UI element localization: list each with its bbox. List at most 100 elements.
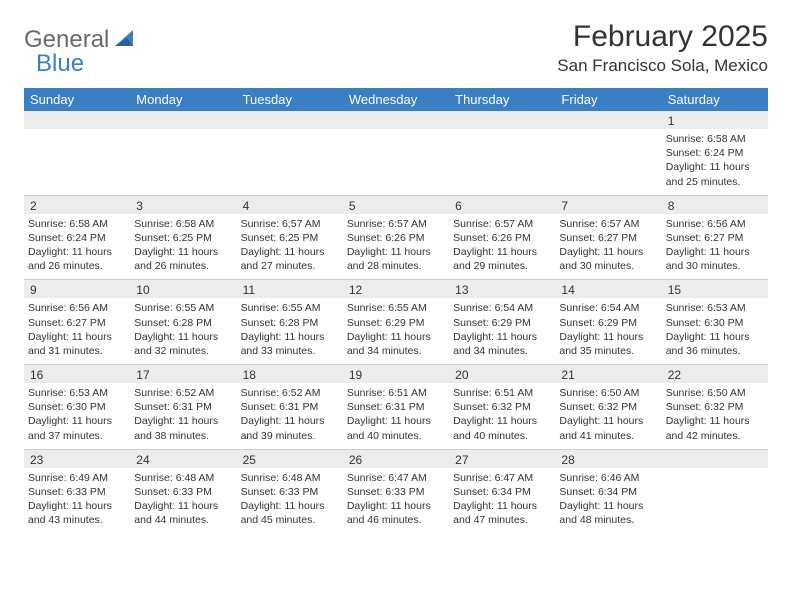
daylight-text: Daylight: 11 hours and 29 minutes.	[453, 245, 551, 273]
location-subtitle: San Francisco Sola, Mexico	[557, 56, 768, 76]
calendar-header-cell: Sunday	[24, 88, 130, 111]
sunrise-text: Sunrise: 6:56 AM	[28, 301, 126, 315]
sunset-text: Sunset: 6:28 PM	[134, 316, 232, 330]
calendar-day-cell: 27Sunrise: 6:47 AMSunset: 6:34 PMDayligh…	[449, 450, 555, 534]
calendar-week-row: 2Sunrise: 6:58 AMSunset: 6:24 PMDaylight…	[24, 196, 768, 281]
calendar-day-cell: 12Sunrise: 6:55 AMSunset: 6:29 PMDayligh…	[343, 280, 449, 364]
sunset-text: Sunset: 6:33 PM	[28, 485, 126, 499]
daylight-text: Daylight: 11 hours and 27 minutes.	[241, 245, 339, 273]
day-number	[449, 111, 555, 129]
calendar-day-cell: 25Sunrise: 6:48 AMSunset: 6:33 PMDayligh…	[237, 450, 343, 534]
day-number	[24, 111, 130, 129]
sunset-text: Sunset: 6:32 PM	[559, 400, 657, 414]
daylight-text: Daylight: 11 hours and 44 minutes.	[134, 499, 232, 527]
sunrise-text: Sunrise: 6:54 AM	[559, 301, 657, 315]
day-number: 20	[449, 365, 555, 383]
sunrise-text: Sunrise: 6:55 AM	[241, 301, 339, 315]
daylight-text: Daylight: 11 hours and 26 minutes.	[28, 245, 126, 273]
calendar-day-cell	[662, 450, 768, 534]
day-number: 3	[130, 196, 236, 214]
sunrise-text: Sunrise: 6:52 AM	[241, 386, 339, 400]
day-number	[130, 111, 236, 129]
sunset-text: Sunset: 6:33 PM	[241, 485, 339, 499]
day-number: 10	[130, 280, 236, 298]
calendar-header-cell: Tuesday	[237, 88, 343, 111]
daylight-text: Daylight: 11 hours and 26 minutes.	[134, 245, 232, 273]
day-number	[662, 450, 768, 468]
day-number: 17	[130, 365, 236, 383]
day-number: 12	[343, 280, 449, 298]
sunset-text: Sunset: 6:28 PM	[241, 316, 339, 330]
calendar-day-cell: 1Sunrise: 6:58 AMSunset: 6:24 PMDaylight…	[662, 111, 768, 195]
sunset-text: Sunset: 6:29 PM	[453, 316, 551, 330]
day-number: 9	[24, 280, 130, 298]
daylight-text: Daylight: 11 hours and 31 minutes.	[28, 330, 126, 358]
sunrise-text: Sunrise: 6:49 AM	[28, 471, 126, 485]
day-number: 18	[237, 365, 343, 383]
sunrise-text: Sunrise: 6:58 AM	[28, 217, 126, 231]
sunrise-text: Sunrise: 6:57 AM	[241, 217, 339, 231]
sunrise-text: Sunrise: 6:57 AM	[453, 217, 551, 231]
calendar-day-cell: 13Sunrise: 6:54 AMSunset: 6:29 PMDayligh…	[449, 280, 555, 364]
calendar-day-cell: 18 Sunrise: 6:52 AMSunset: 6:31 PMDayligh…	[237, 365, 343, 449]
sunset-text: Sunset: 6:31 PM	[241, 400, 339, 414]
day-number: 14	[555, 280, 661, 298]
calendar-day-cell: 22Sunrise: 6:50 AMSunset: 6:32 PMDayligh…	[662, 365, 768, 449]
sunset-text: Sunset: 6:34 PM	[559, 485, 657, 499]
calendar-day-cell: 24Sunrise: 6:48 AMSunset: 6:33 PMDayligh…	[130, 450, 236, 534]
calendar-day-cell	[449, 111, 555, 195]
sunrise-text: Sunrise: 6:57 AM	[559, 217, 657, 231]
sunrise-text: Sunrise: 6:56 AM	[666, 217, 764, 231]
daylight-text: Daylight: 11 hours and 34 minutes.	[347, 330, 445, 358]
day-number: 15	[662, 280, 768, 298]
sunrise-text: Sunrise: 6:55 AM	[134, 301, 232, 315]
day-number	[237, 111, 343, 129]
day-number: 6	[449, 196, 555, 214]
calendar-day-cell	[130, 111, 236, 195]
day-number: 4	[237, 196, 343, 214]
daylight-text: Daylight: 11 hours and 34 minutes.	[453, 330, 551, 358]
title-block: February 2025 San Francisco Sola, Mexico	[557, 20, 768, 76]
sunset-text: Sunset: 6:33 PM	[134, 485, 232, 499]
day-number: 2	[24, 196, 130, 214]
logo-blue-line: Blue	[36, 50, 84, 78]
daylight-text: Daylight: 11 hours and 40 minutes.	[453, 414, 551, 442]
daylight-text: Daylight: 11 hours and 42 minutes.	[666, 414, 764, 442]
logo-sail-icon	[113, 28, 135, 53]
calendar-day-cell: 3Sunrise: 6:58 AMSunset: 6:25 PMDaylight…	[130, 196, 236, 280]
sunset-text: Sunset: 6:25 PM	[241, 231, 339, 245]
sunrise-text: Sunrise: 6:46 AM	[559, 471, 657, 485]
sunrise-text: Sunrise: 6:48 AM	[134, 471, 232, 485]
calendar-day-cell: 17Sunrise: 6:52 AMSunset: 6:31 PMDayligh…	[130, 365, 236, 449]
sunrise-text: Sunrise: 6:48 AM	[241, 471, 339, 485]
daylight-text: Daylight: 11 hours and 40 minutes.	[347, 414, 445, 442]
day-number: 21	[555, 365, 661, 383]
calendar-day-cell: 4 Sunrise: 6:57 AMSunset: 6:25 PMDaylight…	[237, 196, 343, 280]
sunrise-text: Sunrise: 6:57 AM	[347, 217, 445, 231]
sunrise-text: Sunrise: 6:50 AM	[666, 386, 764, 400]
sunset-text: Sunset: 6:24 PM	[28, 231, 126, 245]
sunset-text: Sunset: 6:27 PM	[559, 231, 657, 245]
sunrise-text: Sunrise: 6:54 AM	[453, 301, 551, 315]
daylight-text: Daylight: 11 hours and 30 minutes.	[666, 245, 764, 273]
calendar-header-row: SundayMondayTuesdayWednesdayThursdayFrid…	[24, 88, 768, 111]
page-title: February 2025	[557, 20, 768, 54]
daylight-text: Daylight: 11 hours and 30 minutes.	[559, 245, 657, 273]
day-number	[343, 111, 449, 129]
calendar-day-cell: 16Sunrise: 6:53 AMSunset: 6:30 PMDayligh…	[24, 365, 130, 449]
sunset-text: Sunset: 6:26 PM	[453, 231, 551, 245]
sunrise-text: Sunrise: 6:53 AM	[28, 386, 126, 400]
calendar-day-cell: 5Sunrise: 6:57 AMSunset: 6:26 PMDaylight…	[343, 196, 449, 280]
daylight-text: Daylight: 11 hours and 47 minutes.	[453, 499, 551, 527]
calendar-day-cell: 23Sunrise: 6:49 AMSunset: 6:33 PMDayligh…	[24, 450, 130, 534]
calendar-body: 1Sunrise: 6:58 AMSunset: 6:24 PMDaylight…	[24, 111, 768, 533]
daylight-text: Daylight: 11 hours and 39 minutes.	[241, 414, 339, 442]
sunrise-text: Sunrise: 6:58 AM	[666, 132, 764, 146]
daylight-text: Daylight: 11 hours and 43 minutes.	[28, 499, 126, 527]
logo-text-blue: Blue	[36, 50, 84, 78]
daylight-text: Daylight: 11 hours and 35 minutes.	[559, 330, 657, 358]
daylight-text: Daylight: 11 hours and 45 minutes.	[241, 499, 339, 527]
daylight-text: Daylight: 11 hours and 41 minutes.	[559, 414, 657, 442]
calendar-day-cell	[555, 111, 661, 195]
sunset-text: Sunset: 6:31 PM	[134, 400, 232, 414]
